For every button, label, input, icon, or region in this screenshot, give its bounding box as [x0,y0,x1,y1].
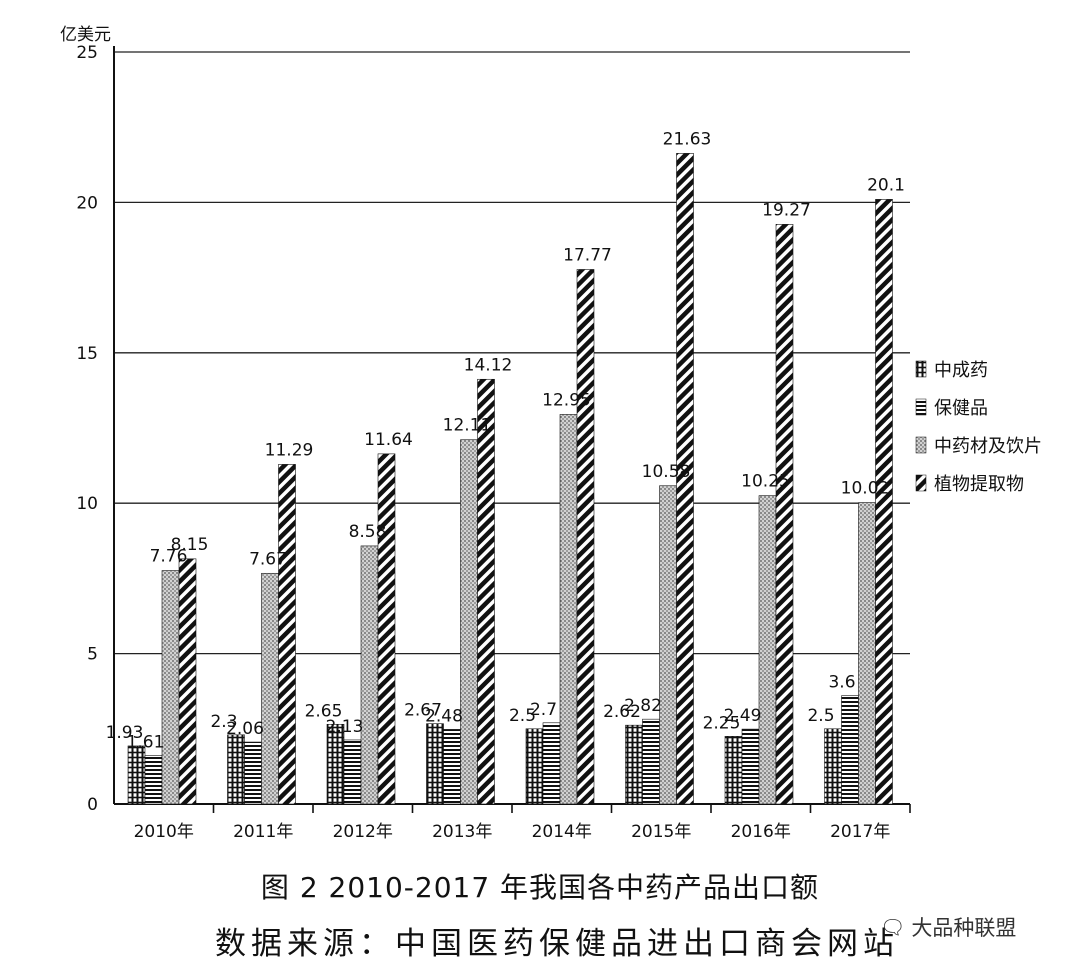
y-tick-label: 20 [76,193,98,213]
data-label: 19.27 [762,200,811,220]
bar-diagonal [178,558,197,805]
data-label: 2.62 [603,702,641,722]
data-label: 3.6 [828,673,855,693]
legend-label: 保健品 [934,398,988,419]
x-tick-label: 2011年 [233,822,293,842]
bar-grid [625,724,643,805]
data-label: 12.95 [542,390,591,410]
bar-diagonal [576,269,595,805]
bar-hlines [642,718,660,805]
data-label: 12.11 [443,416,492,436]
bar-diagonal [676,153,694,805]
y-axis-unit: 亿美元 [60,25,111,45]
data-label: 2.67 [404,701,442,721]
data-label: 2.5 [807,706,834,726]
x-tick-label: 2017年 [830,822,890,842]
watermark: 🗨 大品种联盟 [880,912,1016,942]
bar-hlines [542,722,561,805]
legend-swatch [915,398,927,416]
data-labels: 1.93 2.3 2.65 2.67 2.5 2.62 2.25 2.5 1.61 2.06 2.1… [106,129,905,752]
legend-label: 中药材及饮片 [934,436,1042,457]
data-label: 10.58 [642,462,691,482]
bar-grid [426,723,444,805]
x-tick-label: 2013年 [432,822,492,842]
data-label: 2.7 [530,700,557,720]
legend-label: 植物提取物 [934,474,1024,495]
y-tick-label: 5 [87,645,98,665]
data-label: 2.5 [509,706,536,726]
data-label: 1.61 [127,733,165,753]
y-tick-label: 25 [76,43,98,63]
data-label: 7.76 [150,547,188,567]
bar-grid [724,736,743,805]
x-tick-label: 2010年 [134,822,194,842]
bar-hlines [343,739,362,805]
data-label: 2.48 [425,706,463,726]
data-label: 10.02 [841,479,890,499]
data-label: 7.67 [249,549,287,569]
y-tick-label: 0 [87,795,98,815]
bar-diagonal [377,453,396,805]
bar-hlines [741,728,760,805]
bar-dots [161,570,180,805]
bar-dots [460,439,478,805]
data-label: 2.82 [624,696,662,716]
y-tick-label: 10 [76,494,98,514]
bar-hlines [144,755,163,805]
x-tick-label: 2012年 [333,822,393,842]
bar-dots [559,414,578,805]
legend-label: 中成药 [934,360,988,381]
bar-diagonal [775,224,794,805]
data-label: 2.06 [226,719,264,739]
data-label: 17.77 [563,245,612,265]
x-tick-label: 2015年 [631,822,691,842]
data-label: 2.3 [210,712,237,732]
bar-diagonal [278,464,296,805]
bar-grid [525,728,544,805]
legend-swatch [915,474,927,492]
data-label: 2.65 [305,701,343,721]
data-label: 8.58 [349,522,387,542]
bar-hlines [841,695,859,805]
bar-dots [858,502,876,805]
data-label: 11.29 [265,440,314,460]
watermark-text: 大品种联盟 [911,916,1017,940]
data-label: 2.49 [724,706,762,726]
bar-dots [659,485,677,805]
bar-dots [261,572,279,805]
x-tick-label: 2016年 [731,822,791,842]
bar-dots [758,495,777,805]
bar-hlines [244,741,262,805]
bars [127,153,893,805]
data-label: 11.64 [364,430,413,450]
bar-dots [360,545,379,805]
data-label: 2.25 [703,713,741,733]
bar-diagonal [477,378,495,805]
data-label: 21.63 [663,129,712,149]
x-tick-label: 2014年 [532,822,592,842]
wechat-icon: 🗨 [880,915,906,939]
figure-caption: 图 2 2010-2017 年我国各中药产品出口额 [260,871,820,904]
bar-hlines [443,729,461,805]
bar-chart: 0 5 10 15 20 25 2010年 2011年 2012年 2013年 2014年 2015年… [76,43,1042,842]
bar-grid [824,728,842,805]
data-label: 10.25 [741,472,790,492]
legend-swatch [915,436,927,454]
bar-grid [227,734,245,805]
legend-swatch [915,360,927,378]
data-label: 20.1 [867,175,905,195]
data-label: 1.93 [106,723,144,743]
bar-diagonal [875,199,893,805]
y-tick-label: 15 [76,344,98,364]
data-label: 8.15 [171,535,209,555]
data-source: 数据来源：中国医药保健品进出口商会网站 [215,926,899,962]
data-label: 2.13 [326,717,364,737]
data-label: 14.12 [464,355,513,375]
bar-grid [127,745,146,805]
